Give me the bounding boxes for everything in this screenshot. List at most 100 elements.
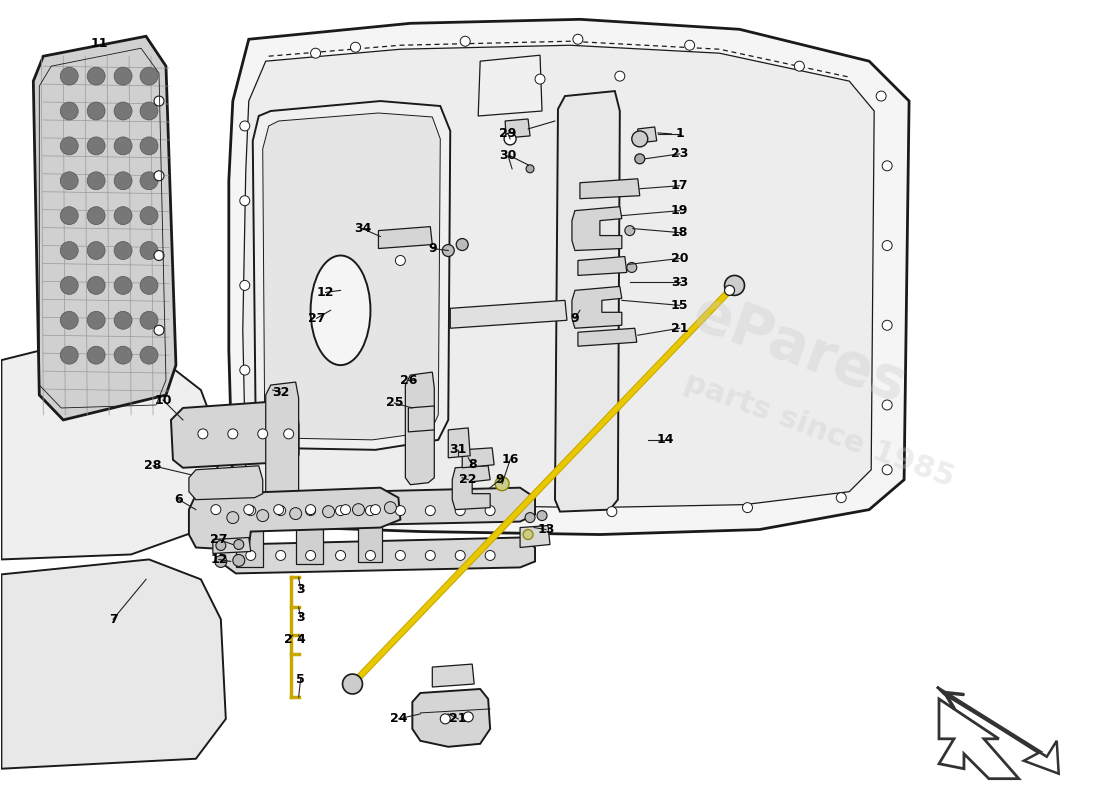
Circle shape bbox=[154, 250, 164, 261]
Circle shape bbox=[257, 429, 267, 439]
Circle shape bbox=[60, 137, 78, 155]
Text: 26: 26 bbox=[399, 374, 417, 386]
Circle shape bbox=[352, 504, 364, 515]
Polygon shape bbox=[412, 689, 491, 746]
Text: 19: 19 bbox=[671, 204, 689, 217]
Polygon shape bbox=[572, 286, 621, 328]
Circle shape bbox=[365, 506, 375, 515]
Circle shape bbox=[140, 172, 158, 190]
Circle shape bbox=[395, 255, 406, 266]
Circle shape bbox=[794, 61, 804, 71]
Text: 32: 32 bbox=[272, 386, 289, 398]
Circle shape bbox=[625, 226, 635, 235]
Circle shape bbox=[463, 712, 473, 722]
Circle shape bbox=[455, 550, 465, 561]
Text: parts since 1985: parts since 1985 bbox=[680, 367, 958, 492]
Circle shape bbox=[395, 550, 406, 561]
Text: 29: 29 bbox=[499, 127, 517, 141]
Circle shape bbox=[440, 714, 450, 724]
Text: 4: 4 bbox=[296, 633, 305, 646]
Circle shape bbox=[607, 506, 617, 517]
Circle shape bbox=[114, 346, 132, 364]
Circle shape bbox=[274, 505, 284, 514]
Circle shape bbox=[60, 311, 78, 330]
Circle shape bbox=[214, 555, 227, 567]
Circle shape bbox=[234, 539, 244, 550]
Polygon shape bbox=[1, 559, 225, 769]
Polygon shape bbox=[408, 406, 435, 432]
Text: 17: 17 bbox=[671, 179, 689, 192]
Circle shape bbox=[114, 102, 132, 120]
Circle shape bbox=[365, 550, 375, 561]
Polygon shape bbox=[449, 428, 470, 458]
Circle shape bbox=[882, 320, 892, 330]
Circle shape bbox=[140, 67, 158, 85]
Text: 27: 27 bbox=[210, 533, 228, 546]
Circle shape bbox=[684, 40, 694, 50]
Polygon shape bbox=[296, 498, 322, 565]
Circle shape bbox=[216, 541, 225, 550]
Circle shape bbox=[87, 206, 106, 225]
Circle shape bbox=[244, 505, 254, 514]
Polygon shape bbox=[937, 687, 1058, 774]
Text: 9: 9 bbox=[428, 242, 437, 255]
Circle shape bbox=[371, 505, 381, 514]
Circle shape bbox=[140, 102, 158, 120]
Circle shape bbox=[87, 346, 106, 364]
Circle shape bbox=[322, 506, 334, 518]
Circle shape bbox=[836, 493, 846, 502]
Circle shape bbox=[426, 550, 436, 561]
Circle shape bbox=[306, 550, 316, 561]
Circle shape bbox=[289, 508, 301, 519]
Polygon shape bbox=[170, 400, 298, 468]
Text: 15: 15 bbox=[671, 299, 689, 312]
Circle shape bbox=[60, 242, 78, 259]
Circle shape bbox=[240, 196, 250, 206]
Circle shape bbox=[233, 554, 245, 566]
Circle shape bbox=[341, 505, 351, 514]
Polygon shape bbox=[578, 328, 637, 346]
Polygon shape bbox=[221, 538, 535, 574]
Circle shape bbox=[345, 502, 355, 513]
Circle shape bbox=[87, 102, 106, 120]
Polygon shape bbox=[638, 127, 657, 143]
Circle shape bbox=[211, 505, 221, 514]
Circle shape bbox=[310, 48, 320, 58]
Circle shape bbox=[882, 241, 892, 250]
Text: 16: 16 bbox=[502, 454, 519, 466]
Polygon shape bbox=[432, 664, 474, 687]
Circle shape bbox=[140, 311, 158, 330]
Circle shape bbox=[87, 137, 106, 155]
Text: 28: 28 bbox=[144, 459, 162, 472]
Circle shape bbox=[256, 510, 268, 522]
Polygon shape bbox=[378, 226, 432, 249]
Circle shape bbox=[87, 311, 106, 330]
Text: 23: 23 bbox=[671, 147, 689, 160]
Text: 6: 6 bbox=[175, 493, 184, 506]
Circle shape bbox=[877, 91, 887, 101]
Circle shape bbox=[635, 154, 645, 164]
Polygon shape bbox=[505, 119, 530, 138]
Circle shape bbox=[395, 506, 406, 515]
Circle shape bbox=[535, 74, 544, 84]
Circle shape bbox=[627, 262, 637, 273]
Text: 21: 21 bbox=[450, 712, 468, 726]
Circle shape bbox=[140, 137, 158, 155]
Text: 9: 9 bbox=[496, 474, 505, 486]
Text: 3: 3 bbox=[296, 610, 305, 624]
Polygon shape bbox=[359, 496, 383, 562]
Circle shape bbox=[60, 102, 78, 120]
Circle shape bbox=[154, 326, 164, 335]
Circle shape bbox=[526, 165, 534, 173]
Circle shape bbox=[573, 34, 583, 44]
Text: 11: 11 bbox=[90, 37, 108, 50]
Polygon shape bbox=[243, 46, 875, 508]
Circle shape bbox=[87, 242, 106, 259]
Circle shape bbox=[140, 346, 158, 364]
Circle shape bbox=[60, 67, 78, 85]
Circle shape bbox=[276, 550, 286, 561]
Circle shape bbox=[284, 429, 294, 439]
Text: 21: 21 bbox=[671, 322, 689, 334]
Polygon shape bbox=[578, 257, 627, 275]
Polygon shape bbox=[263, 113, 440, 440]
